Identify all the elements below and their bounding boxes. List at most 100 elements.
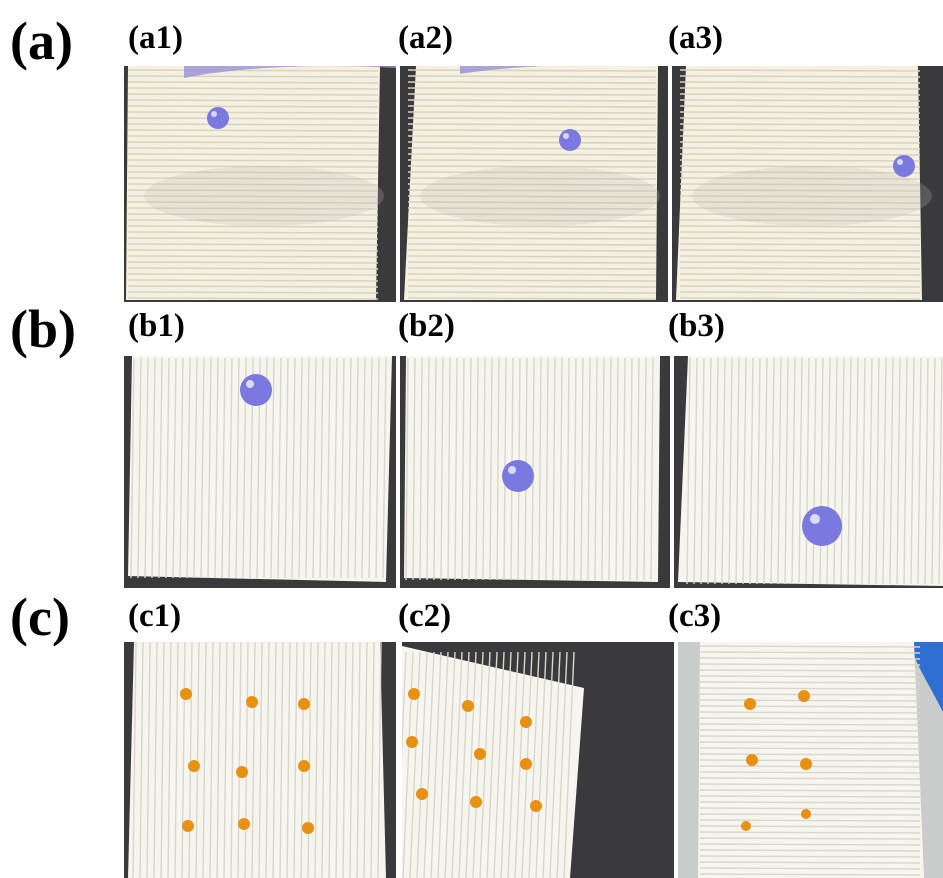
groove-line [363, 642, 368, 878]
groove-line [230, 642, 235, 878]
groove-line [433, 357, 437, 581]
groove-line [875, 357, 880, 585]
panel-label-c2: (c2) [398, 598, 452, 634]
groove-line [679, 93, 921, 96]
groove-line [735, 357, 740, 585]
water-droplet [559, 129, 581, 151]
groove-line [167, 642, 172, 878]
groove-line [679, 273, 921, 276]
groove-line [407, 75, 657, 78]
groove-line [200, 357, 205, 579]
groove-line [284, 357, 289, 579]
groove-line [563, 651, 575, 878]
groove-line [699, 675, 921, 678]
groove-line [699, 831, 921, 834]
groove-line [679, 219, 921, 222]
groove-line [679, 171, 921, 174]
groove-line [549, 651, 561, 878]
groove-line [368, 357, 373, 579]
photo-a2 [400, 66, 668, 302]
groove-line [127, 111, 379, 114]
groove-line [699, 873, 921, 876]
groove-line [291, 357, 296, 579]
groove-line [127, 171, 379, 174]
groove-line [300, 642, 305, 878]
groove-line [749, 357, 754, 585]
groove-line [493, 651, 505, 878]
groove-line [407, 267, 657, 270]
groove-line [917, 357, 922, 585]
panel-label-b2: (b2) [398, 308, 455, 344]
groove-line [407, 255, 657, 258]
groove-line [375, 357, 380, 579]
groove-line [479, 651, 491, 878]
groove-line [650, 357, 654, 581]
groove-line [127, 291, 379, 294]
groove-line [699, 681, 921, 684]
groove-line [202, 642, 207, 878]
groove-line [407, 141, 657, 144]
groove-line [679, 81, 921, 84]
groove-line [679, 117, 921, 120]
groove-line [679, 297, 921, 300]
groove-line [165, 357, 170, 579]
groove-line [144, 357, 149, 579]
panel-label-a1: (a1) [128, 20, 183, 56]
groove-line [679, 201, 921, 204]
groove-line [615, 357, 619, 581]
groove-line [699, 861, 921, 864]
groove-line [699, 729, 921, 732]
groove-line [699, 717, 921, 720]
groove-line [356, 642, 361, 878]
groove-line [777, 357, 782, 585]
groove-line [545, 357, 549, 581]
groove-line [679, 195, 921, 198]
groove-line [409, 651, 421, 878]
groove-line [127, 255, 379, 258]
groove-line [699, 735, 921, 738]
groove-line [679, 249, 921, 252]
groove-line [430, 651, 442, 878]
groove-line [407, 279, 657, 282]
groove-line [270, 357, 275, 579]
groove-line [833, 357, 838, 585]
groove-line [868, 357, 873, 585]
groove-line [305, 357, 310, 579]
groove-line [328, 642, 333, 878]
groove-line [214, 357, 219, 579]
groove-line [699, 645, 921, 648]
groove-line [699, 663, 921, 666]
groove-line [153, 642, 158, 878]
groove-line [482, 357, 486, 581]
groove-line [321, 642, 326, 878]
groove-line [127, 105, 379, 108]
groove-line [861, 357, 866, 585]
groove-line [840, 357, 845, 585]
groove-line [699, 819, 921, 822]
groove-line [340, 357, 345, 579]
groove-line [382, 357, 387, 579]
groove-line [158, 357, 163, 579]
groove-line [319, 357, 324, 579]
groove-line [333, 357, 338, 579]
groove-line [679, 177, 921, 180]
groove-line [679, 237, 921, 240]
groove-line [699, 777, 921, 780]
groove-line [407, 195, 657, 198]
groove-line [636, 357, 640, 581]
groove-line [407, 243, 657, 246]
groove-line [186, 357, 191, 579]
groove-line [207, 357, 212, 579]
groove-line [416, 651, 428, 878]
groove-line [402, 651, 407, 759]
groove-line [342, 642, 347, 878]
groove-line [889, 357, 894, 585]
groove-line [679, 141, 921, 144]
groove-line [349, 642, 354, 878]
groove-line [412, 357, 416, 581]
groove-line [451, 651, 463, 878]
groove-line [127, 279, 379, 282]
groove-line [195, 642, 200, 878]
groove-line [489, 357, 493, 581]
groove-line [699, 741, 921, 744]
